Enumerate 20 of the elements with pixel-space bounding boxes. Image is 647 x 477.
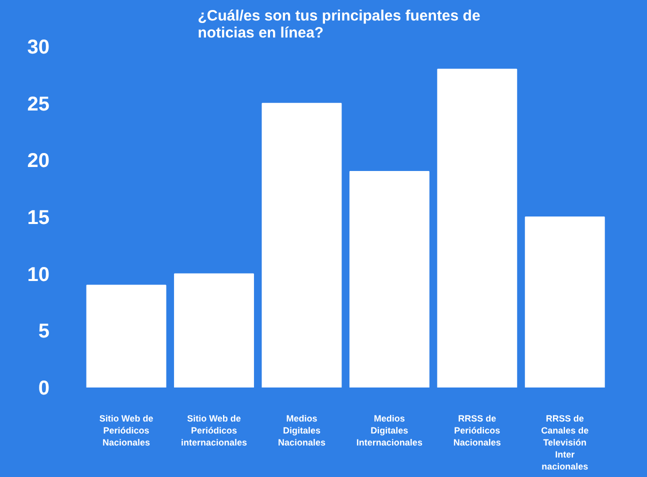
- y-tick-label: 15: [27, 207, 50, 229]
- x-tick-label: Sitio Web de Periódicos internacionales: [180, 414, 248, 448]
- y-tick-label: 10: [27, 264, 50, 286]
- chart-title: ¿Cuál/es son tus principales fuentes de noticias en línea?: [198, 8, 480, 42]
- bar: [262, 102, 342, 388]
- y-tick-label: 30: [27, 36, 50, 58]
- bar: [437, 68, 518, 388]
- y-tick-label: 20: [27, 150, 50, 172]
- bar: [524, 216, 605, 388]
- y-tick-label: 5: [38, 320, 50, 343]
- y-tick-label: 0: [38, 378, 50, 400]
- bar: [174, 273, 254, 388]
- bar: [349, 171, 430, 388]
- bar: [86, 284, 166, 388]
- x-tick-label: Medios Digitales Nacionales: [278, 414, 326, 448]
- x-tick-label: Sitio Web de Periódicos Nacionales: [99, 414, 154, 448]
- x-tick-label: RRSS de Periódicos Nacionales: [453, 414, 501, 448]
- y-tick-label: 25: [27, 93, 50, 116]
- x-tick-label: RRSS de Canales de Televisión Inter nacionales: [541, 414, 589, 472]
- x-tick-label: Medios Digitales Internacionales: [356, 414, 422, 448]
